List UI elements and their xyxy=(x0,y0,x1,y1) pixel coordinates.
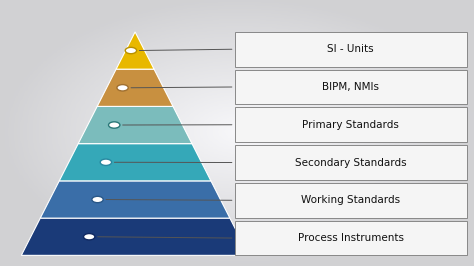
Polygon shape xyxy=(59,144,211,181)
Polygon shape xyxy=(40,181,230,218)
Text: BIPM, NMIs: BIPM, NMIs xyxy=(322,82,379,92)
Circle shape xyxy=(100,159,111,165)
FancyBboxPatch shape xyxy=(235,70,467,104)
Circle shape xyxy=(117,85,128,91)
Text: Process Instruments: Process Instruments xyxy=(298,233,404,243)
Circle shape xyxy=(125,47,137,54)
Text: Secondary Standards: Secondary Standards xyxy=(295,157,407,168)
FancyBboxPatch shape xyxy=(235,183,467,218)
Text: Primary Standards: Primary Standards xyxy=(302,120,399,130)
Circle shape xyxy=(83,234,95,240)
FancyBboxPatch shape xyxy=(235,107,467,142)
FancyBboxPatch shape xyxy=(235,221,467,255)
Polygon shape xyxy=(97,69,173,106)
Polygon shape xyxy=(21,218,249,255)
Circle shape xyxy=(109,122,120,128)
Text: Working Standards: Working Standards xyxy=(301,195,401,205)
Polygon shape xyxy=(78,106,192,144)
Circle shape xyxy=(92,196,103,203)
FancyBboxPatch shape xyxy=(235,145,467,180)
FancyBboxPatch shape xyxy=(235,32,467,66)
Polygon shape xyxy=(116,32,154,69)
Text: SI - Units: SI - Units xyxy=(328,44,374,54)
